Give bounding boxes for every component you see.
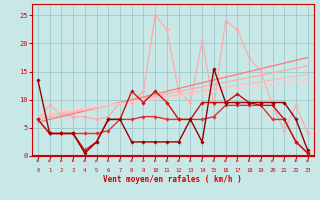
X-axis label: Vent moyen/en rafales ( km/h ): Vent moyen/en rafales ( km/h )	[103, 175, 242, 184]
